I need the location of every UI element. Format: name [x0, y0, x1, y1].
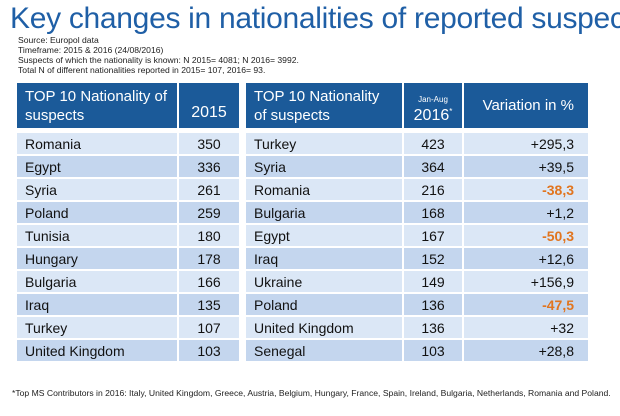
header-nationality-2015: TOP 10 Nationality of suspects [17, 83, 179, 128]
table-2016: TOP 10 Nationality of suspects Jan-Aug 2… [246, 83, 588, 363]
nationality-cell: Senegal [246, 340, 404, 363]
count-2015-cell: 178 [179, 248, 239, 271]
table-row: Romania 216 -38,3 [246, 179, 588, 202]
nationality-cell: Poland [17, 202, 179, 225]
nationality-cell: Bulgaria [246, 202, 404, 225]
table-row: Hungary 178 [17, 248, 239, 271]
count-2016-cell: 168 [404, 202, 464, 225]
nationality-cell: Syria [17, 179, 179, 202]
table-2016-body: Turkey 423 +295,3 Syria 364 +39,5 Romania 216 -3… [246, 128, 588, 363]
page-title: Key changes in nationalities of reported… [10, 2, 620, 35]
nationality-cell: Iraq [246, 248, 404, 271]
nationality-cell: Turkey [246, 133, 404, 156]
nationality-cell: United Kingdom [246, 317, 404, 340]
nationality-cell: Romania [246, 179, 404, 202]
table-row: Poland 136 -47,5 [246, 294, 588, 317]
variation-cell: +32 [464, 317, 588, 340]
table-row: Egypt 336 [17, 156, 239, 179]
nationality-cell: Poland [246, 294, 404, 317]
header-variation: Variation in % [464, 83, 588, 128]
count-2016-cell: 149 [404, 271, 464, 294]
table-2015-body: Romania 350 Egypt 336 Syria 261 Poland 259 Tunis… [17, 128, 239, 363]
count-2015-cell: 336 [179, 156, 239, 179]
header-period-label: Jan-Aug [418, 95, 448, 104]
count-2016-cell: 216 [404, 179, 464, 202]
table-row: Tunisia 180 [17, 225, 239, 248]
count-2016-cell: 152 [404, 248, 464, 271]
count-2015-cell: 259 [179, 202, 239, 225]
count-2016-cell: 136 [404, 294, 464, 317]
timeframe-line: Timeframe: 2015 & 2016 (24/08/2016) [18, 45, 164, 55]
table-row: Syria 261 [17, 179, 239, 202]
count-2016-cell: 136 [404, 317, 464, 340]
table-row: Turkey 423 +295,3 [246, 133, 588, 156]
total-nationalities-line: Total N of different nationalities repor… [18, 65, 266, 75]
variation-cell: +1,2 [464, 202, 588, 225]
table-row: Iraq 152 +12,6 [246, 248, 588, 271]
variation-cell: +156,9 [464, 271, 588, 294]
nationality-cell: Hungary [17, 248, 179, 271]
nationality-cell: Iraq [17, 294, 179, 317]
nationality-cell: Egypt [17, 156, 179, 179]
metadata-block: Source: Europol data Timeframe: 2015 & 2… [18, 35, 299, 75]
variation-cell: +28,8 [464, 340, 588, 363]
count-2016-cell: 103 [404, 340, 464, 363]
header-nationality-2016: TOP 10 Nationality of suspects [246, 83, 404, 128]
count-2015-cell: 350 [179, 133, 239, 156]
variation-cell: -38,3 [464, 179, 588, 202]
nationality-cell: Egypt [246, 225, 404, 248]
nationality-cell: Tunisia [17, 225, 179, 248]
nationality-cell: Syria [246, 156, 404, 179]
table-row: United Kingdom 103 [17, 340, 239, 363]
count-2016-cell: 423 [404, 133, 464, 156]
nationality-cell: United Kingdom [17, 340, 179, 363]
variation-cell: -47,5 [464, 294, 588, 317]
table-row: Bulgaria 168 +1,2 [246, 202, 588, 225]
count-2015-cell: 180 [179, 225, 239, 248]
count-2016-cell: 364 [404, 156, 464, 179]
table-row: Poland 259 [17, 202, 239, 225]
header-year-2016: Jan-Aug 2016* [404, 83, 464, 128]
table-row: Syria 364 +39,5 [246, 156, 588, 179]
nationality-cell: Turkey [17, 317, 179, 340]
table-2015: TOP 10 Nationality of suspects 2015 Roma… [17, 83, 239, 363]
count-2016-cell: 167 [404, 225, 464, 248]
table-row: Ukraine 149 +156,9 [246, 271, 588, 294]
count-2015-cell: 166 [179, 271, 239, 294]
table-row: Bulgaria 166 [17, 271, 239, 294]
variation-cell: +295,3 [464, 133, 588, 156]
header-year-label: 2016 [413, 107, 450, 124]
table-row: Iraq 135 [17, 294, 239, 317]
table-row: United Kingdom 136 +32 [246, 317, 588, 340]
nationality-cell: Romania [17, 133, 179, 156]
table-row: Romania 350 [17, 133, 239, 156]
count-2015-cell: 103 [179, 340, 239, 363]
known-nationality-line: Suspects of which the nationality is kno… [18, 55, 299, 65]
nationality-cell: Ukraine [246, 271, 404, 294]
variation-cell: +39,5 [464, 156, 588, 179]
footnote: *Top MS Contributors in 2016: Italy, Uni… [12, 388, 611, 398]
source-line: Source: Europol data [18, 35, 99, 45]
nationality-cell: Bulgaria [17, 271, 179, 294]
table-row: Turkey 107 [17, 317, 239, 340]
header-year-2015: 2015 [179, 83, 239, 128]
variation-cell: +12,6 [464, 248, 588, 271]
footnote-marker: * [449, 107, 453, 116]
count-2015-cell: 261 [179, 179, 239, 202]
table-row: Egypt 167 -50,3 [246, 225, 588, 248]
count-2015-cell: 107 [179, 317, 239, 340]
count-2015-cell: 135 [179, 294, 239, 317]
variation-cell: -50,3 [464, 225, 588, 248]
table-row: Senegal 103 +28,8 [246, 340, 588, 363]
